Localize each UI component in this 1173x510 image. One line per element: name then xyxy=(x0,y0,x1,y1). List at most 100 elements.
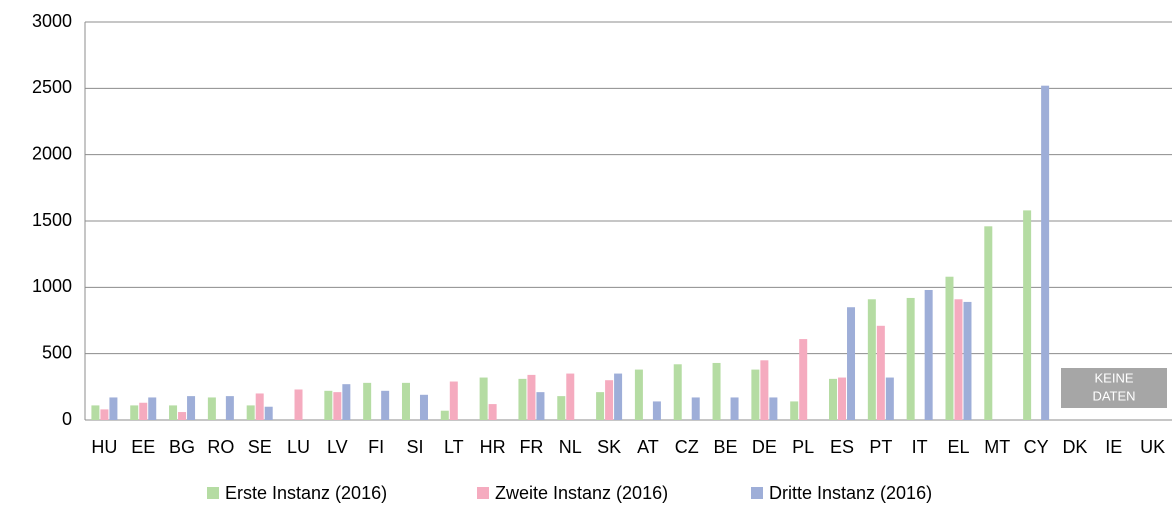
legend-label: Erste Instanz (2016) xyxy=(225,483,387,503)
bar xyxy=(963,301,972,420)
bar xyxy=(207,397,216,420)
bar xyxy=(1023,210,1032,420)
bar xyxy=(100,409,109,420)
legend-swatch xyxy=(477,487,489,499)
bar xyxy=(906,297,915,420)
bar xyxy=(838,377,847,420)
bar xyxy=(1041,85,1050,421)
bar xyxy=(401,382,410,420)
bar xyxy=(148,397,157,420)
bar xyxy=(799,339,808,420)
bar xyxy=(324,390,333,420)
x-tick-label: ES xyxy=(830,437,854,457)
bar xyxy=(109,397,118,420)
x-tick-label: SE xyxy=(248,437,272,457)
y-tick-label: 1000 xyxy=(32,276,72,296)
bar xyxy=(760,360,769,420)
bar xyxy=(596,392,605,420)
annotation: DATEN xyxy=(1092,388,1135,403)
x-tick-label: SI xyxy=(406,437,423,457)
bar xyxy=(91,405,100,420)
bar xyxy=(488,404,497,420)
y-tick-label: 2500 xyxy=(32,77,72,97)
bar xyxy=(440,410,449,420)
bar xyxy=(885,377,894,420)
bar xyxy=(527,374,536,420)
bar xyxy=(479,377,488,420)
bar xyxy=(381,390,390,420)
bar xyxy=(730,397,739,420)
annotation: KEINE xyxy=(1094,370,1133,385)
bar xyxy=(691,397,700,420)
y-tick-label: 1500 xyxy=(32,210,72,230)
bar xyxy=(769,397,778,420)
y-tick-label: 2000 xyxy=(32,143,72,163)
bar xyxy=(829,378,838,420)
legend-swatch xyxy=(751,487,763,499)
x-tick-label: BG xyxy=(169,437,195,457)
bar xyxy=(712,362,721,420)
x-tick-label: RO xyxy=(207,437,234,457)
bar xyxy=(363,382,372,420)
bar xyxy=(924,289,933,420)
bar xyxy=(673,364,682,420)
bar xyxy=(139,402,148,420)
x-tick-label: MT xyxy=(984,437,1010,457)
bar xyxy=(790,401,799,420)
bar xyxy=(984,226,993,420)
x-tick-label: HU xyxy=(91,437,117,457)
x-tick-label: EL xyxy=(947,437,969,457)
x-tick-label: LV xyxy=(327,437,348,457)
x-tick-label: AT xyxy=(637,437,659,457)
bar xyxy=(169,405,178,420)
bar xyxy=(246,405,255,420)
bar xyxy=(518,378,527,420)
bar xyxy=(187,396,196,420)
x-tick-label: DK xyxy=(1062,437,1087,457)
bar xyxy=(449,381,458,420)
legend-label: Zweite Instanz (2016) xyxy=(495,483,668,503)
bar xyxy=(634,369,643,420)
y-tick-label: 3000 xyxy=(32,11,72,31)
legend-label: Dritte Instanz (2016) xyxy=(769,483,932,503)
x-tick-label: IT xyxy=(912,437,928,457)
x-tick-label: LU xyxy=(287,437,310,457)
bar xyxy=(945,276,954,420)
x-tick-label: NL xyxy=(559,437,582,457)
x-tick-label: HR xyxy=(480,437,506,457)
x-tick-label: BE xyxy=(714,437,738,457)
bar xyxy=(536,392,545,420)
x-tick-label: CZ xyxy=(675,437,699,457)
bar xyxy=(652,401,661,420)
bar xyxy=(294,389,303,420)
bar xyxy=(876,325,885,420)
x-tick-label: PL xyxy=(792,437,814,457)
bar xyxy=(605,380,614,420)
x-tick-label: EE xyxy=(131,437,155,457)
bar xyxy=(847,307,856,420)
x-tick-label: FR xyxy=(519,437,543,457)
x-tick-label: DE xyxy=(752,437,777,457)
y-tick-label: 500 xyxy=(42,342,72,362)
x-tick-label: LT xyxy=(444,437,464,457)
x-tick-label: CY xyxy=(1024,437,1049,457)
bar xyxy=(867,299,876,420)
y-tick-label: 0 xyxy=(62,409,72,429)
bar xyxy=(751,369,760,420)
bar xyxy=(264,406,273,420)
bar xyxy=(419,394,428,420)
bar xyxy=(954,299,963,420)
bar xyxy=(342,384,351,420)
legend-swatch xyxy=(207,487,219,499)
bar xyxy=(557,396,566,420)
x-tick-label: PT xyxy=(869,437,892,457)
x-tick-label: UK xyxy=(1140,437,1165,457)
x-tick-label: FI xyxy=(368,437,384,457)
bar xyxy=(333,392,342,420)
x-tick-label: IE xyxy=(1105,437,1122,457)
bar xyxy=(614,373,623,420)
annotation-box xyxy=(1061,368,1167,408)
bar xyxy=(255,393,264,420)
x-tick-label: SK xyxy=(597,437,621,457)
